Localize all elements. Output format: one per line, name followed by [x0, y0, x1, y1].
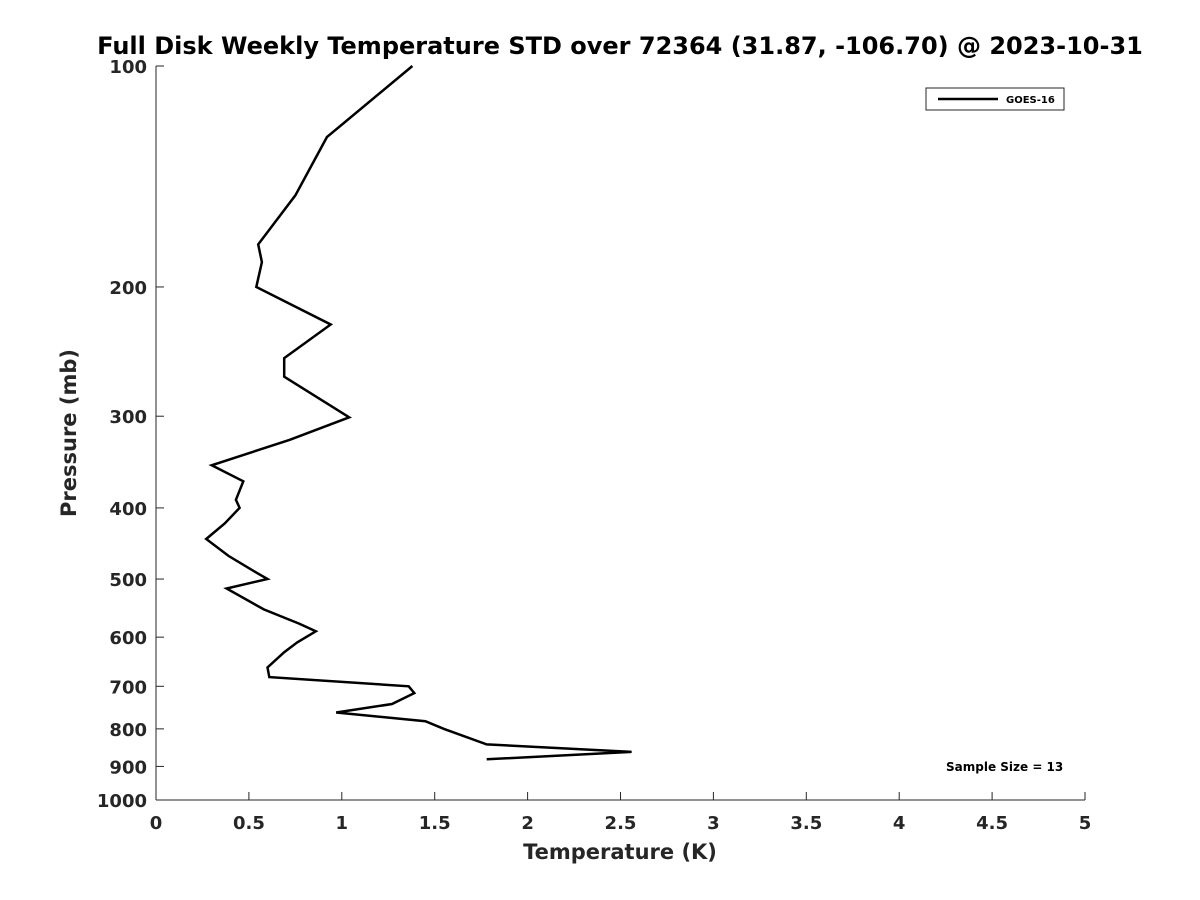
x-tick-label: 3.5	[790, 813, 822, 834]
x-tick-label: 1	[336, 813, 349, 834]
y-ticks: 100 200 300 400 500 600 700 800 900 1000	[97, 57, 164, 812]
y-tick-label: 500	[109, 570, 147, 591]
x-ticks: 0 0.5 1 1.5 2 2.5 3 3.5 4 4.5 5	[150, 792, 1092, 834]
axes	[155, 66, 1085, 801]
x-tick-label: 0	[150, 813, 163, 834]
x-tick-label: 5	[1079, 813, 1092, 834]
x-axis-label: Temperature (K)	[523, 840, 717, 864]
y-tick-label: 900	[109, 757, 147, 778]
x-tick-label: 2	[521, 813, 534, 834]
x-tick-label: 2.5	[605, 813, 637, 834]
x-tick-label: 4.5	[976, 813, 1008, 834]
sample-size-annotation: Sample Size = 13	[946, 760, 1063, 774]
x-tick-label: 4	[893, 813, 906, 834]
series-group	[204, 65, 632, 761]
chart-title: Full Disk Weekly Temperature STD over 72…	[97, 32, 1143, 60]
y-axis-label: Pressure (mb)	[57, 349, 81, 517]
x-tick-label: 0.5	[233, 813, 265, 834]
y-tick-label: 200	[109, 278, 147, 299]
y-tick-label: 600	[109, 628, 147, 649]
y-tick-label: 1000	[97, 791, 147, 812]
y-tick-label: 800	[109, 720, 147, 741]
y-tick-label: 100	[109, 57, 147, 78]
x-tick-label: 3	[707, 813, 720, 834]
y-tick-label: 400	[109, 499, 147, 520]
legend-entry-goes-16: GOES-16	[1006, 95, 1055, 106]
y-tick-label: 700	[109, 677, 147, 698]
y-tick-label: 300	[109, 407, 147, 428]
x-tick-label: 1.5	[419, 813, 451, 834]
series-line-goes-16	[204, 65, 632, 761]
legend: GOES-16	[925, 87, 1065, 111]
